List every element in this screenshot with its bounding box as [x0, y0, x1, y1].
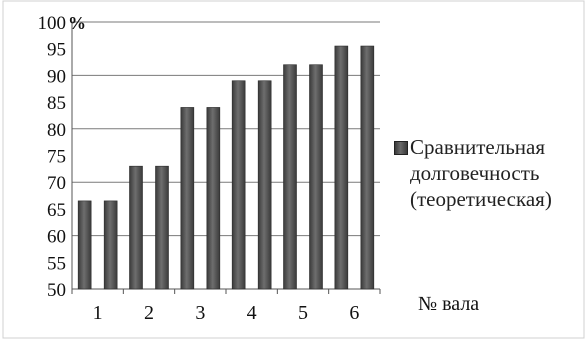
- y-tick-label: 85: [47, 93, 66, 114]
- y-tick-label: 55: [47, 253, 66, 274]
- x-tick-label: 1: [93, 302, 103, 324]
- bar: [77, 200, 92, 290]
- y-tick-label: 65: [47, 200, 66, 221]
- x-tick-label: 6: [349, 302, 359, 324]
- bar: [231, 80, 246, 290]
- y-unit-label: %: [68, 13, 86, 33]
- bar: [206, 107, 221, 290]
- bar: [257, 80, 272, 290]
- bar: [283, 64, 297, 290]
- y-tick-label: 70: [47, 173, 66, 194]
- y-tick-label: 75: [47, 147, 66, 168]
- x-tick-label: 5: [298, 302, 308, 324]
- x-tick-label: 3: [195, 302, 205, 324]
- legend-series-name: Сравнительная долговечность (теоретическ…: [410, 135, 552, 211]
- y-tick-label: 80: [47, 120, 66, 141]
- y-tick-label: 60: [47, 227, 66, 248]
- x-axis-title: № вала: [418, 293, 480, 315]
- bar: [360, 45, 375, 290]
- bar: [180, 107, 195, 290]
- bar: [334, 45, 349, 290]
- x-tick-label: 4: [247, 302, 257, 324]
- bar: [309, 64, 323, 290]
- y-tick-label: 50: [47, 280, 66, 301]
- y-tick-label: 95: [47, 40, 66, 61]
- y-tick-label: 100: [38, 13, 67, 34]
- y-tick-label: 90: [47, 66, 66, 87]
- bar: [155, 165, 169, 290]
- bar: [129, 165, 143, 290]
- x-tick-label: 2: [144, 302, 154, 324]
- legend-swatch: [394, 141, 408, 155]
- bar: [103, 200, 118, 290]
